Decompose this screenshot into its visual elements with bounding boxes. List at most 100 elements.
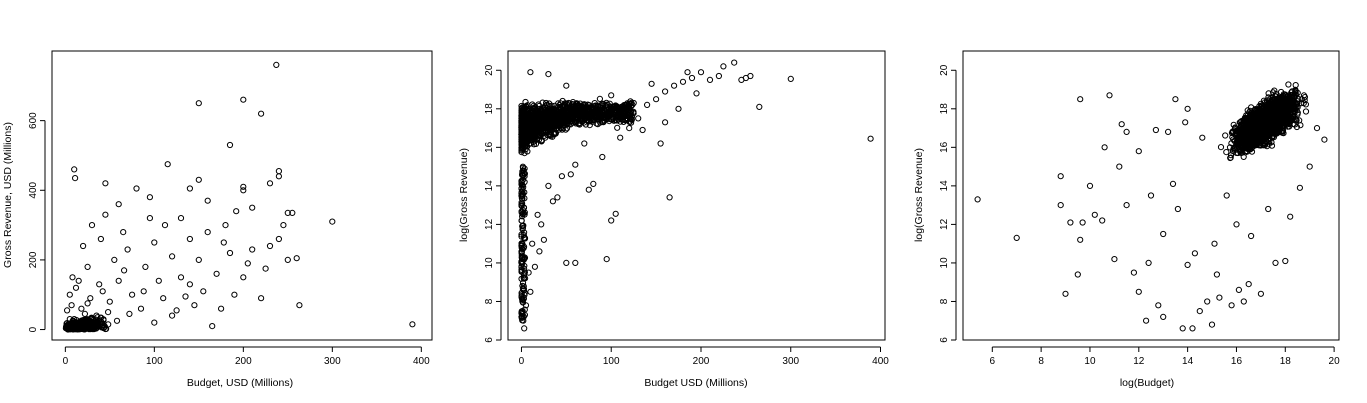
data-point <box>1236 130 1243 137</box>
data-point <box>1099 217 1106 224</box>
data-point <box>177 215 185 222</box>
x-tick-label: 100 <box>146 356 163 367</box>
data-point <box>608 109 615 116</box>
data-point <box>543 99 550 107</box>
data-point <box>594 121 601 128</box>
data-point <box>627 100 634 107</box>
x-tick-label: 300 <box>782 356 799 367</box>
data-point <box>87 295 94 302</box>
data-point <box>1191 250 1199 257</box>
data-point <box>627 107 634 115</box>
data-point <box>576 121 583 128</box>
data-point <box>155 277 162 284</box>
data-point <box>111 256 118 263</box>
data-point <box>1266 96 1274 103</box>
data-point <box>626 125 633 132</box>
data-point <box>88 222 96 229</box>
data-point <box>1184 105 1191 112</box>
data-point <box>558 173 566 180</box>
data-point <box>146 194 153 201</box>
data-point <box>519 254 526 261</box>
data-point <box>518 208 525 215</box>
data-point <box>218 305 225 312</box>
x-tick-label: 0 <box>63 356 69 367</box>
data-point <box>1123 202 1130 209</box>
data-point <box>1179 325 1186 332</box>
y-tick-label: 10 <box>484 257 495 269</box>
data-point <box>1240 298 1247 305</box>
panel3-ylabel: log(Gross Revenue) <box>913 148 925 242</box>
data-point <box>244 260 251 267</box>
x-tick-label: 200 <box>693 356 710 367</box>
data-point <box>662 119 669 126</box>
data-point <box>68 302 75 309</box>
data-point <box>1293 123 1301 131</box>
data-point <box>543 121 551 128</box>
data-point <box>169 312 176 319</box>
data-point <box>1262 116 1269 123</box>
data-point <box>1257 135 1265 142</box>
data-point <box>64 323 72 330</box>
data-point <box>974 196 981 203</box>
data-point <box>551 102 558 110</box>
data-point <box>1265 205 1272 213</box>
data-point <box>1101 144 1108 151</box>
data-point <box>126 310 133 317</box>
data-point <box>697 69 705 76</box>
data-point <box>275 168 282 175</box>
data-point <box>226 141 234 149</box>
data-point <box>204 197 211 204</box>
data-point <box>608 92 615 99</box>
data-point <box>133 185 140 192</box>
x-tick-label: 400 <box>872 356 889 367</box>
data-point <box>71 166 78 173</box>
y-tick-label: 18 <box>939 103 950 115</box>
data-point <box>519 313 526 320</box>
y-tick-label: 14 <box>939 180 950 192</box>
y-tick-label: 12 <box>484 218 495 230</box>
data-point <box>555 122 562 129</box>
x-tick-label: 10 <box>1084 356 1096 367</box>
data-point <box>518 185 525 192</box>
data-point <box>521 269 529 276</box>
data-point <box>97 235 105 243</box>
data-point <box>1240 153 1247 160</box>
data-point <box>220 239 227 246</box>
data-point <box>140 288 147 295</box>
data-point <box>522 275 529 282</box>
data-point <box>530 141 538 148</box>
data-point <box>1282 257 1289 265</box>
data-point <box>525 269 532 276</box>
data-point <box>599 118 607 126</box>
data-point <box>284 256 291 263</box>
data-point <box>1235 286 1243 293</box>
data-point <box>563 82 570 89</box>
data-point <box>233 208 240 215</box>
data-point <box>1286 120 1293 127</box>
data-point <box>1130 269 1138 276</box>
data-point <box>675 105 682 112</box>
plot-frame <box>962 50 1340 341</box>
data-point <box>552 118 559 126</box>
data-point <box>1296 117 1303 124</box>
data-point <box>542 134 549 141</box>
y-tick-label: 12 <box>939 218 950 230</box>
panel1-ylabel: Gross Revenue, USD (Millions) <box>2 122 14 268</box>
data-point <box>80 242 87 250</box>
data-point <box>1283 119 1291 127</box>
data-point <box>720 63 727 70</box>
data-point <box>615 106 622 113</box>
data-point <box>568 106 575 113</box>
data-point <box>1111 256 1118 263</box>
data-point <box>1246 118 1253 126</box>
data-point <box>576 113 583 120</box>
data-point <box>1233 149 1240 156</box>
data-point <box>226 249 234 257</box>
data-point <box>1233 221 1240 228</box>
data-point <box>612 106 619 113</box>
data-point <box>590 180 597 187</box>
data-point <box>572 259 579 266</box>
x-tick-label: 300 <box>324 356 341 367</box>
data-point <box>1321 136 1328 143</box>
